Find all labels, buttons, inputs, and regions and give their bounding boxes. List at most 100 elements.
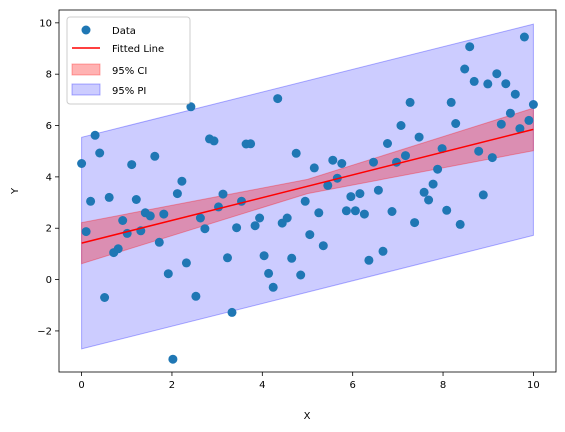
data-point [483,79,493,89]
legend-ci-swatch [71,63,101,76]
data-point [131,195,141,204]
data-points [77,32,538,364]
data-point [209,136,219,146]
y-tick-label: 0 [46,275,52,286]
data-point [515,124,525,134]
data-point [465,42,475,52]
data-point [505,108,515,118]
x-tick-label: 8 [440,380,446,391]
data-point [296,270,306,280]
data-point [373,185,383,195]
data-point [487,153,497,163]
y-tick-label: 6 [46,121,52,132]
data-point [419,187,429,197]
data-point [496,119,506,129]
data-point [446,97,456,107]
data-point [501,79,511,89]
data-point [346,192,356,202]
x-tick-label: 6 [349,380,355,391]
data-point [524,115,534,125]
data-point [337,159,347,168]
data-point [369,157,378,167]
legend: Data Fitted Line 95% CI 95% PI [66,16,191,105]
data-point [300,196,310,206]
data-point [428,179,438,189]
data-point [250,221,260,231]
data-point [305,230,315,240]
data-point [104,192,114,202]
data-point [218,189,228,199]
x-tick-label: 0 [78,380,84,391]
plot-area [77,23,538,364]
y-tick-label: −2 [37,326,52,337]
data-point [181,258,191,268]
data-point [405,97,415,107]
data-point [154,237,164,247]
data-point [186,102,196,112]
data-point [378,246,388,256]
data-point [318,241,328,251]
y-tick-label: 10 [39,18,52,29]
data-point [519,32,529,42]
data-point [127,160,137,170]
data-point [264,268,274,278]
data-point [424,195,434,205]
legend-pi-swatch [71,83,101,96]
data-point [309,163,319,173]
data-point [195,213,205,223]
data-point [95,148,105,158]
data-point [328,155,338,165]
data-point [401,151,410,161]
data-point [273,94,283,104]
legend-data-marker [81,25,91,35]
y-axis-ticks: −2 0 2 4 6 8 10 [37,18,59,337]
data-point [460,64,470,74]
data-point [364,255,374,265]
legend-ci-label: 95% CI [112,66,147,77]
data-point [350,206,360,216]
data-point [287,253,297,263]
x-axis-label: X [304,411,311,422]
data-point [282,213,292,223]
data-point [227,307,237,317]
data-point [455,219,465,229]
data-point [255,213,265,223]
data-point [442,205,452,215]
data-point [86,196,96,206]
data-point [118,216,128,225]
data-point [359,209,369,219]
data-point [100,293,110,302]
data-point [314,208,324,218]
data-point [323,180,333,190]
axes-frame [58,9,557,373]
data-point [113,244,123,254]
data-point [396,121,406,130]
data-point [291,148,301,158]
legend-pi-label: 95% PI [112,86,146,97]
data-point [90,130,100,140]
data-point [223,253,232,263]
data-point [81,227,91,237]
data-point [150,151,160,161]
x-tick-label: 10 [527,380,540,391]
data-point [259,251,269,261]
data-point [200,224,210,234]
data-point [410,218,420,228]
data-point [469,76,479,86]
legend-data-label: Data [112,26,136,37]
x-tick-label: 4 [259,380,265,391]
data-point [383,139,392,148]
data-point [528,100,538,109]
y-tick-label: 2 [46,224,52,235]
data-point [145,211,155,221]
y-axis-label: Y [10,187,21,195]
data-point [433,164,443,174]
data-point [177,176,187,186]
legend-box [66,16,191,105]
legend-fitted-line-label: Fitted Line [112,44,164,55]
data-point [232,223,242,233]
data-point [159,209,169,219]
data-point [341,206,351,216]
y-tick-label: 4 [46,172,52,183]
